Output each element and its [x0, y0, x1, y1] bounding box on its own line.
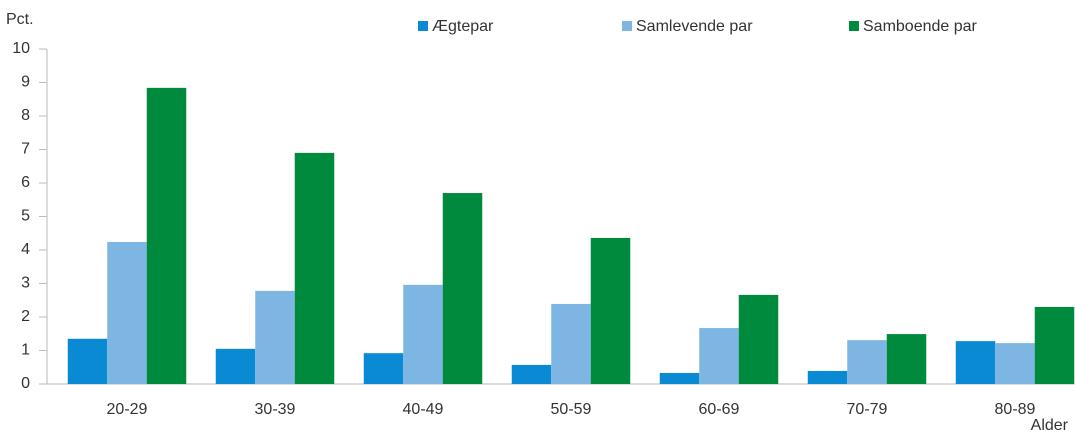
x-axis-label: Alder — [1031, 417, 1069, 434]
bar — [807, 370, 848, 384]
bar — [995, 343, 1035, 384]
legend-swatch — [418, 21, 428, 31]
bar — [738, 294, 779, 384]
x-tick-label: 60-69 — [699, 401, 740, 418]
bar — [955, 341, 996, 384]
y-tick-label: 6 — [21, 174, 30, 191]
bar — [255, 290, 295, 384]
bar — [551, 303, 591, 384]
x-tick-label: 80-89 — [995, 401, 1036, 418]
bar — [442, 193, 483, 384]
bar — [886, 334, 927, 384]
legend-label: Samboende par — [863, 18, 978, 35]
x-tick-label: 30-39 — [255, 401, 296, 418]
bar — [146, 87, 187, 385]
y-tick-label: 8 — [21, 107, 30, 124]
x-tick-label: 50-59 — [551, 401, 592, 418]
y-tick-label: 2 — [21, 308, 30, 325]
y-tick-label: 1 — [21, 342, 30, 359]
y-tick-label: 3 — [21, 275, 30, 292]
x-tick-label: 70-79 — [847, 401, 888, 418]
y-tick-label: 7 — [21, 141, 30, 158]
bar — [1034, 306, 1075, 384]
bar — [590, 237, 631, 384]
legend-label: Ægtepar — [432, 18, 494, 35]
bar — [659, 372, 700, 384]
bar — [511, 364, 552, 384]
y-tick-label: 9 — [21, 74, 30, 91]
x-tick-label: 20-29 — [107, 401, 148, 418]
legend-swatch — [849, 21, 859, 31]
y-axis-label: Pct. — [6, 11, 34, 28]
bar — [699, 328, 739, 384]
bar — [847, 340, 887, 384]
bar — [107, 241, 147, 384]
bar — [67, 338, 108, 384]
legend-swatch — [622, 21, 632, 31]
x-tick-label: 40-49 — [403, 401, 444, 418]
bar — [403, 284, 443, 384]
bar — [294, 152, 335, 384]
y-tick-label: 10 — [12, 40, 30, 57]
legend-label: Samlevende par — [636, 18, 753, 35]
y-tick-label: 0 — [21, 375, 30, 392]
bar — [215, 348, 256, 384]
y-tick-label: 5 — [21, 208, 30, 225]
bar — [363, 353, 404, 384]
y-tick-label: 4 — [21, 241, 30, 258]
